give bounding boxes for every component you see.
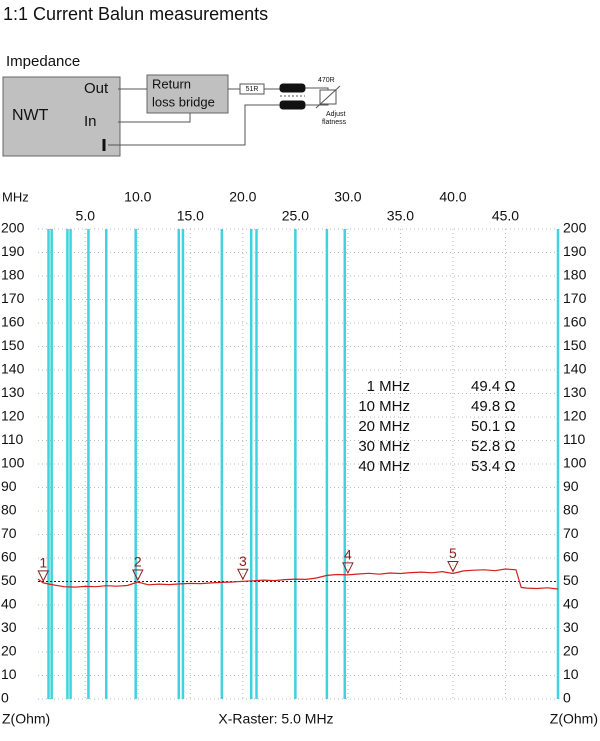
y-tick-label: 60 — [1, 549, 17, 565]
data-line — [37, 568, 559, 590]
x-unit: MHz — [2, 189, 29, 204]
marker — [237, 568, 249, 581]
y-tick-label: 10 — [1, 666, 17, 682]
y-tick-label: 110 — [1, 431, 24, 447]
y-tick-label: 80 — [563, 502, 579, 518]
marker-value: 53.4 Ω — [471, 458, 516, 475]
y-tick-label: 60 — [563, 549, 579, 565]
marker-value: 52.8 Ω — [471, 438, 516, 455]
marker-label: 5 — [449, 545, 457, 561]
y-tick-label: 130 — [563, 384, 587, 400]
y-tick-label: 50 — [563, 572, 579, 588]
y-tick-label: 80 — [1, 502, 17, 518]
y-tick-label: 70 — [1, 525, 17, 541]
y-axis-label: Z(Ohm) — [550, 711, 598, 727]
y-tick-label: 110 — [563, 431, 586, 447]
y-tick-label: 190 — [563, 243, 587, 259]
adjust-label: Adjust — [326, 111, 346, 118]
y-tick-label: 10 — [563, 666, 579, 682]
marker-frequency: 1 MHz — [367, 378, 410, 395]
marker — [342, 562, 354, 575]
y-tick-label: 20 — [563, 643, 579, 659]
y-tick-label: 20 — [1, 643, 17, 659]
page-title: 1:1 Current Balun measurements — [3, 4, 268, 24]
y-tick-label: 180 — [563, 267, 587, 283]
marker-frequency: 10 MHz — [358, 398, 410, 415]
y-tick-label: 150 — [563, 337, 587, 353]
y-tick-label: 30 — [1, 619, 17, 635]
marker-label: 4 — [344, 547, 352, 563]
y-tick-label: 30 — [563, 619, 579, 635]
x-tick-label: 35.0 — [387, 208, 414, 224]
marker-frequency: 20 MHz — [358, 418, 410, 435]
y-tick-label: 40 — [563, 596, 579, 612]
x-tick-label: 45.0 — [492, 208, 519, 224]
y-tick-label: 180 — [1, 267, 25, 283]
y-tick-label: 0 — [563, 690, 571, 706]
y-tick-label: 90 — [1, 478, 17, 494]
section-title: Impedance — [6, 53, 80, 70]
y-axis-label: Z(Ohm) — [2, 711, 50, 727]
x-tick-label: 20.0 — [229, 189, 256, 205]
y-tick-label: 190 — [1, 243, 25, 259]
marker-value: 49.8 Ω — [471, 398, 516, 415]
y-tick-label: 140 — [1, 361, 25, 377]
marker — [447, 561, 459, 573]
marker-value: 50.1 Ω — [471, 418, 516, 435]
y-tick-label: 160 — [1, 314, 25, 330]
y-tick-label: 50 — [1, 572, 17, 588]
port-label: Out — [84, 80, 109, 97]
marker — [37, 570, 50, 583]
resistor-label: 470R — [318, 77, 335, 84]
y-tick-label: 70 — [563, 525, 579, 541]
marker-frequency: 40 MHz — [358, 458, 410, 475]
adjust-label: flatness — [322, 119, 347, 126]
x-tick-label: 5.0 — [76, 208, 96, 224]
marker-frequency: 30 MHz — [358, 438, 410, 455]
y-tick-label: 120 — [563, 408, 587, 424]
marker-label: 3 — [239, 553, 247, 569]
y-tick-label: 0 — [1, 690, 9, 706]
y-tick-label: 200 — [1, 220, 25, 236]
x-tick-label: 40.0 — [439, 189, 466, 205]
device-label: NWT — [12, 107, 49, 124]
y-tick-label: 140 — [563, 361, 587, 377]
y-tick-label: 130 — [1, 384, 25, 400]
x-tick-label: 25.0 — [282, 208, 309, 224]
marker-value: 49.4 Ω — [471, 378, 516, 395]
bridge-label: Return — [152, 76, 191, 91]
y-tick-label: 120 — [1, 408, 25, 424]
y-tick-label: 200 — [563, 220, 587, 236]
y-tick-label: 90 — [563, 478, 579, 494]
y-tick-label: 100 — [563, 455, 587, 471]
marker — [131, 569, 144, 582]
y-tick-label: 100 — [1, 455, 25, 471]
setup-diagram — [2, 74, 341, 157]
x-axis-label: X-Raster: 5.0 MHz — [218, 711, 333, 727]
x-tick-label: 30.0 — [334, 189, 361, 205]
y-tick-label: 170 — [1, 290, 25, 306]
marker-label: 1 — [39, 555, 47, 571]
x-tick-label: 10.0 — [124, 189, 151, 205]
bridge-label: loss bridge — [152, 94, 215, 109]
port-label: In — [84, 113, 97, 130]
y-tick-label: 150 — [1, 337, 25, 353]
y-tick-label: 40 — [1, 596, 17, 612]
resistor-label: 51R — [246, 86, 259, 93]
y-tick-label: 170 — [563, 290, 587, 306]
x-tick-label: 15.0 — [177, 208, 204, 224]
marker-label: 2 — [134, 554, 142, 570]
y-tick-label: 160 — [563, 314, 587, 330]
